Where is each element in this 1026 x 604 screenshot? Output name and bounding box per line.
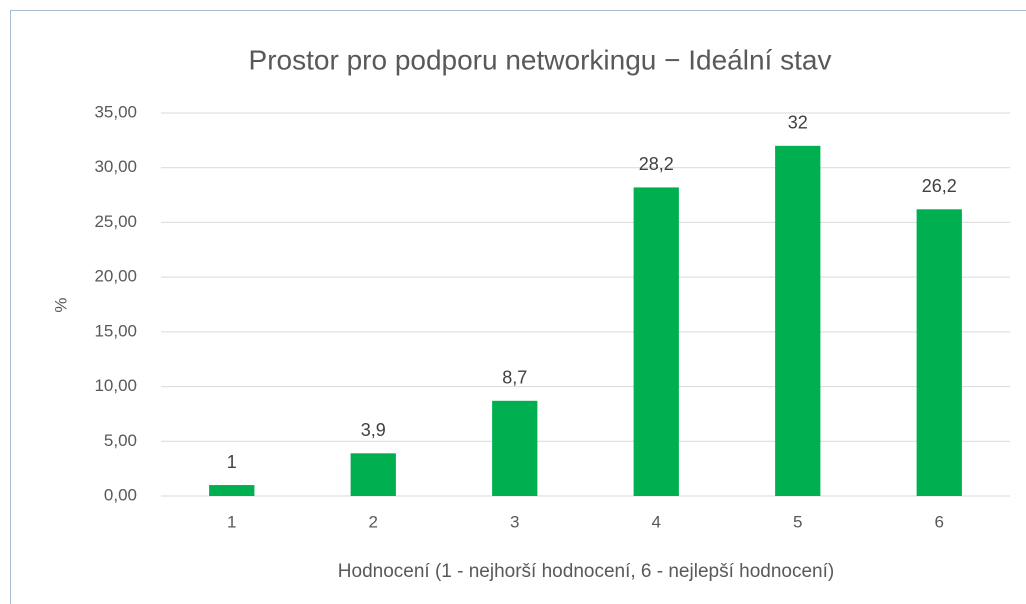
x-tick-label: 4 — [652, 512, 661, 531]
y-tick-label: 15,00 — [94, 321, 137, 340]
x-tick-label: 3 — [510, 512, 519, 531]
x-tick-label: 2 — [369, 512, 378, 531]
y-tick-label: 0,00 — [104, 485, 137, 504]
chart-frame — [10, 10, 1026, 604]
data-label: 3,9 — [361, 420, 386, 440]
x-axis-label: Hodnocení (1 - nejhorší hodnocení, 6 - n… — [338, 561, 834, 582]
bar — [492, 400, 538, 496]
y-tick-label: 30,00 — [94, 157, 137, 176]
x-tick-label: 1 — [227, 512, 236, 531]
chart-title: Prostor pro podporu networkingu − Ideáln… — [249, 44, 832, 75]
y-tick-label: 25,00 — [94, 212, 137, 231]
bar — [775, 145, 821, 497]
y-tick-label: 10,00 — [94, 376, 137, 395]
y-tick-label: 5,00 — [104, 431, 137, 450]
data-label: 8,7 — [502, 368, 527, 388]
x-tick-label: 6 — [935, 512, 944, 531]
bar — [633, 187, 679, 496]
x-tick-label: 5 — [793, 512, 802, 531]
data-label: 28,2 — [639, 154, 674, 174]
bar — [209, 485, 255, 496]
data-label: 32 — [788, 113, 808, 133]
bar — [916, 209, 962, 496]
data-label: 1 — [227, 452, 237, 472]
data-label: 26,2 — [922, 176, 957, 196]
y-tick-label: 20,00 — [94, 267, 137, 286]
y-tick-label: 35,00 — [94, 102, 137, 121]
bar — [350, 453, 396, 496]
y-axis-label: % — [51, 297, 70, 312]
